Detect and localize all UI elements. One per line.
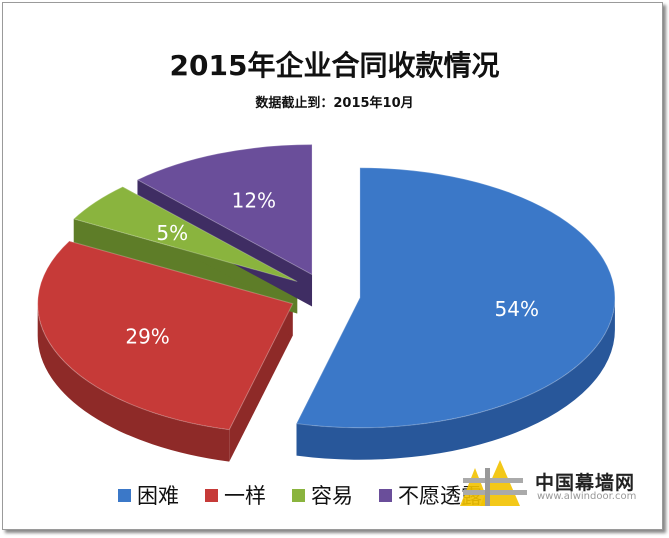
- legend: 困难 一样 容易 不愿透露: [118, 480, 482, 510]
- pie-slice-3: [136, 144, 313, 276]
- legend-item: 容易: [292, 480, 353, 510]
- legend-item: 困难: [118, 480, 179, 510]
- slice-side: [37, 303, 230, 462]
- pie-slice-0: [295, 167, 616, 429]
- data-label: 5%: [156, 221, 188, 245]
- legend-label: 容易: [311, 484, 353, 508]
- legend-swatch: [205, 488, 218, 502]
- legend-item: 一样: [205, 480, 266, 510]
- legend-swatch: [379, 488, 392, 502]
- watermark-url: www.alwindoor.com: [537, 491, 637, 502]
- chart-subtitle: 数据截止到：2015年10月: [255, 96, 414, 111]
- slice-side: [296, 297, 615, 460]
- watermark: 中国幕墙网 www.alwindoor.com: [455, 458, 655, 508]
- pie-slice-1: [37, 240, 294, 431]
- data-label: 54%: [495, 297, 539, 321]
- legend-swatch: [292, 488, 305, 502]
- pie-slice-2: [72, 186, 298, 282]
- slice-wall: [229, 303, 293, 462]
- legend-swatch: [118, 488, 131, 502]
- legend-label: 困难: [137, 484, 179, 508]
- watermark-logo-icon: [460, 460, 527, 506]
- data-label: 29%: [125, 325, 169, 349]
- watermark-name: 中国幕墙网: [535, 472, 636, 494]
- chart-title: 2015年企业合同收款情况: [169, 49, 500, 82]
- legend-label: 一样: [224, 484, 266, 508]
- data-label: 12%: [232, 189, 276, 213]
